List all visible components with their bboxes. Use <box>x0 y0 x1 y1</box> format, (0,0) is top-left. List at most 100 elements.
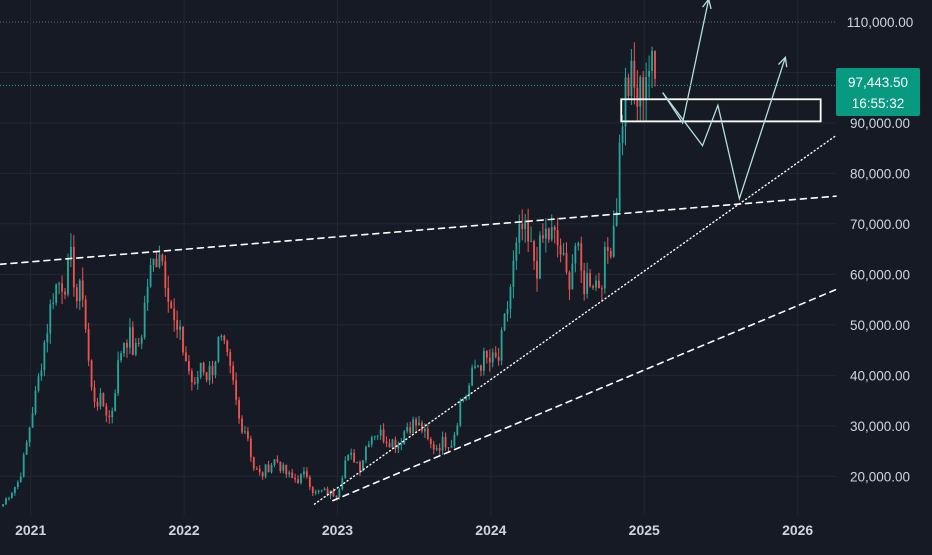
candle-body <box>102 393 105 406</box>
candle-body <box>456 425 459 435</box>
candle-body <box>441 436 444 451</box>
drawings[interactable] <box>0 0 837 505</box>
candle-body <box>539 235 541 279</box>
candle-body <box>246 431 249 439</box>
y-tick-label: 20,000.00 <box>850 469 910 484</box>
candle-body <box>75 287 78 302</box>
candle-body <box>541 235 544 239</box>
current-price-value: 97,443.50 <box>848 75 908 90</box>
candle-body <box>494 352 497 357</box>
candle-body <box>630 60 633 96</box>
candle-body <box>624 77 627 127</box>
candle-body <box>530 241 533 243</box>
candle-body <box>311 486 314 494</box>
candle-body <box>356 461 358 463</box>
candle-body <box>196 377 199 384</box>
candle-body <box>190 371 193 383</box>
candle-body <box>37 376 40 391</box>
candle-body <box>317 490 320 492</box>
x-tick-label: 2021 <box>15 522 46 538</box>
candle-body <box>580 243 583 271</box>
candle-body <box>8 498 10 500</box>
candle-body <box>621 126 624 143</box>
candle-body <box>61 283 63 292</box>
candle-body <box>43 342 46 371</box>
candle-body <box>182 326 184 353</box>
candle-body <box>444 436 447 448</box>
candle-body <box>244 431 246 433</box>
candle-body <box>173 308 176 321</box>
candle-body <box>108 415 111 418</box>
candle-body <box>379 429 382 436</box>
candle-body <box>294 477 297 480</box>
candle-body <box>285 464 288 475</box>
candle-body <box>49 304 52 334</box>
candle-body <box>471 367 474 386</box>
candle-body <box>347 454 350 461</box>
y-tick-label: 60,000.00 <box>850 267 910 282</box>
candle-body <box>155 258 158 268</box>
candle-body <box>249 438 252 458</box>
candle-body <box>423 428 426 432</box>
candle-body <box>459 401 462 426</box>
candle-body <box>651 50 653 71</box>
resistance-trendline <box>0 195 837 266</box>
candle-body <box>300 474 302 483</box>
candle-body <box>536 260 538 279</box>
candle-body <box>421 422 423 432</box>
candle-body <box>364 446 367 461</box>
candle-body <box>500 329 503 361</box>
candle-body <box>170 301 173 309</box>
candle-body <box>193 382 196 384</box>
candle-body <box>46 333 49 343</box>
candle-body <box>64 291 66 295</box>
candle-body <box>524 220 527 230</box>
candle-body <box>598 280 600 289</box>
candle-body <box>468 385 471 396</box>
candle-body <box>314 491 317 494</box>
candle-body <box>258 468 261 473</box>
candle-body <box>521 223 524 230</box>
candle-body <box>388 443 391 448</box>
candle-body <box>241 418 243 433</box>
candle-body <box>223 335 226 341</box>
candle-body <box>276 459 279 462</box>
candle-body <box>370 437 373 445</box>
candle-body <box>5 498 7 505</box>
candle-body <box>187 361 190 372</box>
candle-body <box>412 419 415 433</box>
candle-body <box>120 353 122 361</box>
candle-body <box>497 356 500 361</box>
candle-body <box>615 211 618 226</box>
candle-body <box>435 448 438 450</box>
candle-body <box>93 387 96 402</box>
candle-body <box>199 362 202 378</box>
candle-body <box>208 365 211 381</box>
current-price-label: 97,443.50 16:55:32 <box>836 68 920 116</box>
candle-body <box>600 288 603 290</box>
candle-body <box>515 242 518 261</box>
candle-body <box>211 365 214 376</box>
axes: 20,000.00 30,000.00 40,000.00 50,000.00 60,0… <box>15 15 914 538</box>
candle-body <box>527 220 530 242</box>
candle-body <box>556 230 559 246</box>
candle-body <box>533 241 535 261</box>
candle-body <box>512 260 515 287</box>
candle-body <box>618 142 621 212</box>
candle-body <box>586 273 589 295</box>
grid <box>0 0 836 515</box>
candle-body <box>226 340 229 353</box>
candle-body <box>648 70 651 77</box>
candle-body <box>261 472 264 477</box>
candle-body <box>305 471 308 477</box>
candle-body <box>90 360 93 388</box>
candle-body <box>367 444 370 447</box>
candle-body <box>220 335 223 338</box>
candle-body <box>353 452 356 463</box>
candle-body <box>642 77 645 101</box>
y-tick-label: 110,000.00 <box>847 15 914 30</box>
candle-body <box>303 471 305 475</box>
candle-body <box>338 489 341 497</box>
